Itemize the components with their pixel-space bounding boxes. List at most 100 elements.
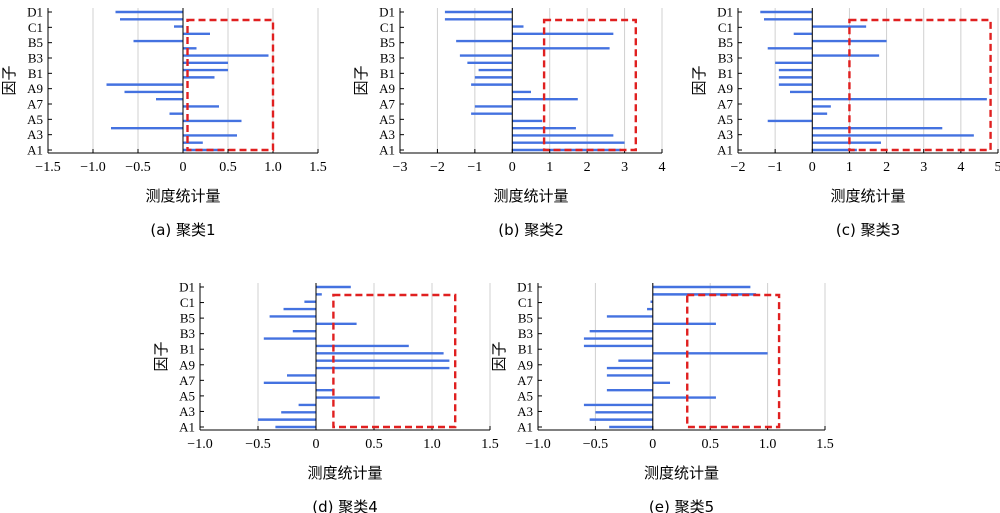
- y-tick-label: C1: [718, 20, 733, 35]
- panel-caption: (e) 聚类5: [649, 498, 714, 513]
- y-tick-label: B3: [718, 51, 733, 66]
- y-tick-label: A3: [179, 404, 195, 419]
- x-tick-label: 0.5: [219, 160, 237, 175]
- panel-caption: (c) 聚类3: [836, 221, 900, 239]
- y-tick-label: A9: [379, 81, 395, 96]
- x-tick-label: 0: [180, 160, 187, 175]
- y-tick-label: A5: [517, 388, 533, 403]
- x-tick-label: 1.0: [264, 160, 282, 175]
- highlight-box: [332, 293, 457, 429]
- y-tick-label: B1: [28, 66, 43, 81]
- x-tick-label: −0.5: [583, 437, 608, 452]
- highlight-box: [848, 18, 992, 152]
- highlight-box: [542, 18, 637, 152]
- y-tick-label: C1: [180, 295, 195, 310]
- y-tick-label: A7: [27, 97, 43, 112]
- x-tick-label: 1.0: [423, 437, 441, 452]
- x-tick-label: −0.5: [125, 160, 150, 175]
- x-tick-label: 1: [546, 160, 553, 175]
- y-tick-label: A3: [517, 404, 533, 419]
- y-tick-label: B5: [718, 35, 733, 50]
- y-tick-label: A9: [179, 357, 195, 372]
- panel-caption: (a) 聚类1: [150, 221, 215, 239]
- x-tick-label: −1: [467, 160, 482, 175]
- y-tick-label: B3: [180, 326, 195, 341]
- y-tick-label: D1: [27, 5, 43, 20]
- y-tick-label: B5: [180, 311, 195, 326]
- y-tick-label: A9: [517, 357, 533, 372]
- x-tick-label: −2: [731, 160, 746, 175]
- y-axis-title: 因子: [490, 341, 508, 371]
- y-axis-title: 因子: [690, 65, 708, 95]
- y-tick-label: D1: [717, 5, 733, 20]
- highlight-box: [686, 293, 781, 429]
- y-axis-title: 因子: [152, 341, 170, 371]
- y-tick-label: B1: [518, 342, 533, 357]
- y-tick-label: A3: [27, 127, 43, 142]
- y-tick-label: A1: [717, 143, 733, 158]
- y-tick-label: B1: [180, 342, 195, 357]
- x-tick-label: −1.0: [525, 437, 550, 452]
- y-tick-label: A7: [179, 373, 195, 388]
- x-tick-label: 0: [509, 160, 516, 175]
- x-tick-label: −1.0: [80, 160, 105, 175]
- y-tick-label: A5: [717, 112, 733, 127]
- x-tick-label: 1.5: [816, 437, 834, 452]
- y-tick-label: D1: [517, 280, 533, 295]
- x-tick-label: −1: [768, 160, 783, 175]
- x-axis-title: 测度统计量: [307, 464, 382, 482]
- y-tick-label: A7: [517, 373, 533, 388]
- y-tick-label: A1: [179, 420, 195, 435]
- x-tick-label: 4: [659, 160, 666, 175]
- y-tick-label: A5: [379, 112, 395, 127]
- x-tick-label: 0: [313, 437, 320, 452]
- y-tick-label: A7: [717, 97, 733, 112]
- y-axis-title: 因子: [352, 65, 370, 95]
- x-tick-label: 0.5: [365, 437, 383, 452]
- y-tick-label: D1: [379, 5, 395, 20]
- x-tick-label: 5: [995, 160, 1000, 175]
- y-tick-label: A1: [379, 143, 395, 158]
- x-tick-label: 1.5: [481, 437, 499, 452]
- y-tick-label: A1: [517, 420, 533, 435]
- y-tick-label: B5: [380, 35, 395, 50]
- x-tick-label: 3: [621, 160, 628, 175]
- x-axis-title: 测度统计量: [830, 187, 905, 205]
- y-tick-label: A5: [27, 112, 43, 127]
- y-tick-label: A7: [379, 97, 395, 112]
- x-tick-label: −2: [430, 160, 445, 175]
- x-tick-label: 2: [883, 160, 890, 175]
- x-tick-label: 0.5: [701, 437, 719, 452]
- y-tick-label: B3: [28, 51, 43, 66]
- x-tick-label: 1.0: [759, 437, 777, 452]
- y-axis-title: 因子: [0, 65, 18, 95]
- y-tick-label: B5: [28, 35, 43, 50]
- x-tick-label: −1.5: [35, 160, 60, 175]
- y-tick-label: C1: [28, 20, 43, 35]
- x-tick-label: 3: [920, 160, 927, 175]
- panel-caption: (b) 聚类2: [498, 221, 564, 239]
- x-tick-label: 1.5: [309, 160, 327, 175]
- y-tick-label: B1: [380, 66, 395, 81]
- y-tick-label: A9: [717, 81, 733, 96]
- y-tick-label: A5: [179, 388, 195, 403]
- x-tick-label: −0.5: [245, 437, 270, 452]
- y-tick-label: A1: [27, 143, 43, 158]
- y-tick-label: B3: [518, 326, 533, 341]
- y-tick-label: A3: [717, 127, 733, 142]
- x-axis-title: 测度统计量: [644, 464, 719, 482]
- y-tick-label: A3: [379, 127, 395, 142]
- x-tick-label: −3: [393, 160, 408, 175]
- x-axis-title: 测度统计量: [493, 187, 568, 205]
- y-tick-label: B5: [518, 311, 533, 326]
- x-axis-title: 测度统计量: [145, 187, 220, 205]
- panel-caption: (d) 聚类4: [312, 498, 378, 513]
- highlight-box: [186, 18, 275, 152]
- x-tick-label: 0: [649, 437, 656, 452]
